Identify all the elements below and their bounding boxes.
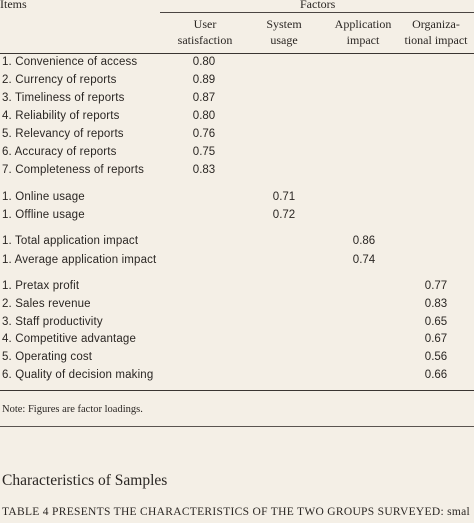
column-header-line: User <box>193 17 217 31</box>
table-cell: 0.87 <box>192 92 216 104</box>
items-column-header: Items <box>0 0 27 11</box>
note-bottom-rule <box>0 426 474 427</box>
table-cell: 0.67 <box>424 333 448 345</box>
table-cell: 0.71 <box>272 191 296 203</box>
table-row-label: 6. Accuracy of reports <box>2 146 117 158</box>
table-row-label: 4. Reliability of reports <box>2 110 120 122</box>
table-row-label: 6. Quality of decision making <box>2 369 154 381</box>
table-cell: 0.80 <box>192 110 216 122</box>
table-cell: 0.86 <box>352 235 376 247</box>
column-header-application-impact: Application impact <box>326 16 400 48</box>
table-cell: 0.74 <box>352 254 376 266</box>
column-header-line: tional impact <box>404 33 468 47</box>
table-row-label: 1. Pretax profit <box>2 280 80 292</box>
column-header-line: Application <box>334 17 392 31</box>
table-row-label: 7. Completeness of reports <box>2 164 144 176</box>
column-header-line: impact <box>346 33 380 47</box>
table-note: Note: Figures are factor loadings. <box>2 404 143 415</box>
table-row-label: 2. Currency of reports <box>2 74 117 86</box>
table-cell: 0.83 <box>192 164 216 176</box>
table-row-label: 1. Total application impact <box>2 235 139 247</box>
column-header-line: satisfaction <box>177 33 233 47</box>
column-header-organizational-impact: Organiza- tional impact <box>398 16 474 48</box>
table-row-label: 1. Average application impact <box>2 254 157 266</box>
table-cell: 0.76 <box>192 128 216 140</box>
table-cell: 0.65 <box>424 316 448 328</box>
table-row-label: 1. Online usage <box>2 191 85 203</box>
table-row-label: 3. Timeliness of reports <box>2 92 125 104</box>
section-heading: Characteristics of Samples <box>2 472 168 489</box>
table-row-label: 5. Relevancy of reports <box>2 128 124 140</box>
column-header-line: usage <box>270 33 298 47</box>
column-header-system-usage: System usage <box>254 16 314 48</box>
table-cell: 0.80 <box>192 56 216 68</box>
table-cell: 0.72 <box>272 209 296 221</box>
table-row-label: 1. Offline usage <box>2 209 85 221</box>
table-bottom-rule <box>0 390 474 391</box>
table-row-label: 1. Convenience of access <box>2 56 138 68</box>
factors-header: Factors <box>300 0 336 11</box>
column-header-line: Organiza- <box>412 17 460 31</box>
table-cell: 0.83 <box>424 298 448 310</box>
table-row-label: 5. Operating cost <box>2 351 93 363</box>
table-row-label: 3. Staff productivity <box>2 316 103 328</box>
table-cell: 0.66 <box>424 369 448 381</box>
table-cell: 0.77 <box>424 280 448 292</box>
table-cell: 0.75 <box>192 146 216 158</box>
table-cell: 0.89 <box>192 74 216 86</box>
column-header-line: System <box>266 17 302 31</box>
header-bottom-rule <box>0 53 474 54</box>
paragraph-first-line: TABLE 4 PRESENTS THE CHARACTERISTICS OF … <box>2 506 471 518</box>
column-header-user-satisfaction: User satisfaction <box>168 16 242 48</box>
table-cell: 0.56 <box>424 351 448 363</box>
table-row-label: 4. Competitive advantage <box>2 333 137 345</box>
table-row-label: 2. Sales revenue <box>2 298 91 310</box>
factors-underline <box>160 12 474 13</box>
